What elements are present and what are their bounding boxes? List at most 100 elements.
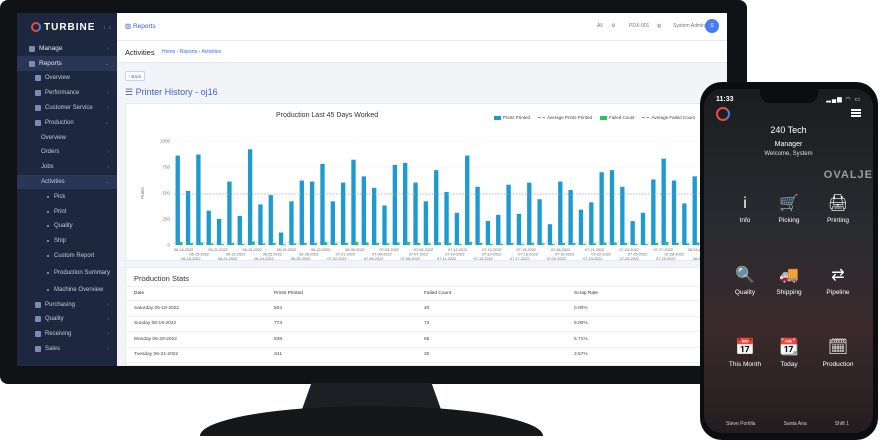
bullet-icon — [47, 288, 49, 291]
legend-label: Failed Count — [608, 115, 635, 120]
column-header[interactable]: Date — [126, 286, 266, 301]
globe-icon[interactable]: ◍ — [657, 23, 662, 29]
sidebar-item-customer-service[interactable]: Customer Service › — [17, 101, 117, 116]
column-header[interactable]: Prints Printed — [266, 286, 416, 301]
sidebar-item-receiving[interactable]: Receiving › — [17, 327, 117, 342]
sidebar-item-overview[interactable]: Overview — [17, 130, 117, 145]
y-tick-label: 1000 — [160, 139, 171, 144]
hamburger-menu-icon[interactable] — [851, 109, 861, 117]
sidebar-item-machine-overview[interactable]: Machine Overview — [17, 282, 117, 297]
sidebar-item-label: Ship — [54, 238, 67, 245]
tile-printing[interactable]: 🖨 Printing — [811, 195, 865, 224]
failed-bar — [696, 242, 700, 245]
phone-logo-icon — [716, 107, 730, 121]
chevron-icon: › — [107, 316, 109, 323]
tile-this-month[interactable]: 📅 This Month — [718, 339, 772, 368]
failed-bar — [521, 243, 524, 245]
tile-label: Info — [739, 217, 751, 224]
legend-swatch — [599, 115, 607, 120]
production-bar-chart: 0 250 500 750 1000 Prints 06-14-2022 06-21-2022… — [140, 139, 722, 261]
table-cell: 5.71% — [566, 331, 727, 348]
failed-bar — [314, 242, 317, 245]
turbine-logo-icon — [31, 22, 41, 32]
topbar-section[interactable]: ▥ Reports — [125, 22, 156, 30]
sidebar-item-production-summary[interactable]: Production Summary — [17, 263, 117, 282]
failed-bar — [190, 242, 193, 245]
sidebar-item-manage[interactable]: Manage › — [17, 41, 117, 56]
sidebar-item-jobs[interactable]: Jobs › — [17, 160, 117, 175]
legend-swatch — [494, 115, 501, 120]
failed-bar — [397, 242, 400, 245]
topbar-filter-all[interactable]: All — [597, 23, 603, 29]
app-logo[interactable]: TURBINE 1.0 — [17, 13, 117, 41]
sidebar-item-label: Purchasing — [45, 301, 76, 308]
failed-bar — [231, 242, 235, 245]
breadcrumb[interactable]: Home › Reports › Activities — [162, 49, 222, 55]
sidebar-item-label: Quality — [54, 223, 73, 230]
failed-bar — [593, 243, 597, 245]
column-header[interactable]: Failed Count — [416, 286, 566, 301]
legend-avg-prints[interactable]: Average Prints Printed — [538, 115, 592, 120]
stats-title: Production Stats — [134, 274, 190, 283]
tile-info[interactable]: i Info — [718, 195, 772, 224]
failed-bar — [303, 242, 307, 245]
settings-icon[interactable]: ⚙ — [611, 23, 616, 29]
sidebar-item-production[interactable]: Production ⌄ — [17, 115, 117, 130]
failed-bar — [386, 243, 390, 245]
pipeline-icon: ⇄ — [831, 267, 845, 284]
user-name[interactable]: System Admin — [673, 23, 705, 29]
sidebar-item-activities[interactable]: Activities ⌄ — [17, 174, 117, 190]
x-tick-label: 08-03-2022 — [688, 248, 707, 252]
sidebar-item-purchasing[interactable]: Purchasing › — [17, 297, 117, 312]
failed-bar — [428, 243, 431, 245]
failed-bar — [366, 242, 369, 245]
table-cell: 9.00% — [566, 316, 727, 332]
sidebar-item-reports[interactable]: Reports ⌄ — [17, 56, 117, 71]
sidebar-item-orders[interactable]: Orders › — [17, 145, 117, 160]
tile-production[interactable]: 🗓 Production — [811, 339, 865, 368]
sidebar-item-custom-report[interactable]: Custom Report — [17, 249, 117, 264]
chevron-icon: › — [107, 164, 109, 171]
quality-icon — [35, 316, 41, 323]
prints-bar — [340, 182, 346, 245]
sidebar-item-overview[interactable]: Overview — [17, 71, 117, 86]
sidebar-item-sales[interactable]: Sales › — [17, 342, 117, 357]
x-tick-label: 07-20-2022 — [547, 257, 566, 261]
x-tick-label: 06-22-2022 — [226, 253, 245, 257]
quality-search-icon: 🔍 — [735, 267, 755, 284]
x-tick-label: 06-14-2022 — [174, 248, 193, 252]
prints-bar — [382, 205, 387, 245]
back-button[interactable]: ‹ Back — [125, 71, 145, 81]
sidebar-item-ship[interactable]: Ship — [17, 234, 117, 249]
sidebar-item-pick[interactable]: Pick — [17, 189, 117, 204]
sidebar-item-label: Jobs — [41, 164, 54, 171]
topbar-location[interactable]: PDX-001 — [629, 23, 650, 29]
calendar-search-icon: 🗓 — [827, 339, 849, 356]
sidebar-item-quality[interactable]: Quality — [17, 219, 117, 234]
sidebar-item-print[interactable]: Print — [17, 204, 117, 219]
sidebar-item-performance[interactable]: Performance › — [17, 86, 117, 101]
x-tick-label: 07-05-2022 — [364, 257, 383, 261]
column-header[interactable]: Scrap Rate — [566, 286, 727, 301]
avatar[interactable]: S — [705, 19, 719, 33]
legend-prints[interactable]: Prints Printed — [494, 115, 530, 120]
tile-label: Printing — [826, 217, 850, 224]
failed-bar — [407, 241, 410, 245]
phone-welcome: Welcome, System — [764, 151, 813, 157]
failed-bar — [531, 242, 535, 245]
performance-icon — [35, 90, 41, 97]
legend-avg-failed[interactable]: Average Failed Count — [642, 115, 695, 120]
tile-shipping[interactable]: 🚚 Shipping — [762, 267, 816, 296]
footer-location: Santa Ana — [783, 421, 807, 427]
tile-quality[interactable]: 🔍 Quality — [718, 267, 772, 296]
table-row: Saturday 06-18-2022 504 40 0.00% — [126, 300, 727, 317]
x-tick-label: 07-15-2022 — [517, 248, 536, 252]
tile-today[interactable]: 📆 Today — [762, 339, 816, 368]
legend-failed[interactable]: Failed Count — [599, 115, 635, 120]
tile-picking[interactable]: 🛒 Picking — [762, 195, 816, 224]
failed-bar — [634, 243, 638, 245]
tile-pipeline[interactable]: ⇄ Pipeline — [811, 267, 865, 296]
chevron-icon: › — [107, 90, 109, 97]
sidebar-item-quality[interactable]: Quality › — [17, 312, 117, 327]
